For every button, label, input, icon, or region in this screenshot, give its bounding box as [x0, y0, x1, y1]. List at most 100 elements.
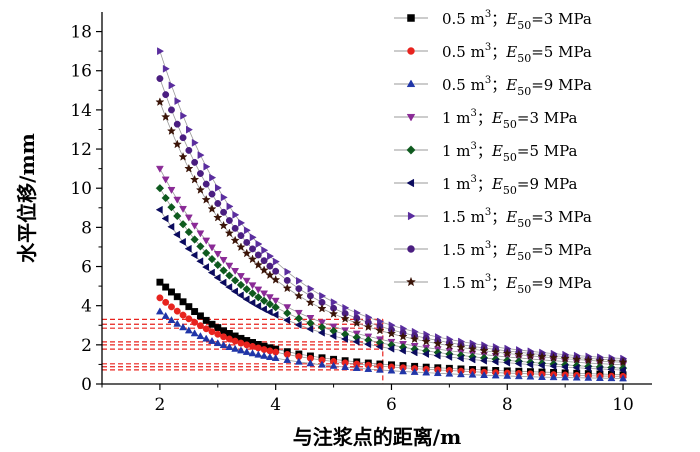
- data-point: [179, 134, 187, 142]
- data-point: [606, 356, 617, 366]
- data-point: [173, 211, 182, 221]
- data-point: [243, 226, 251, 235]
- legend-sep: ；: [491, 10, 506, 28]
- series-layer: [155, 47, 628, 382]
- data-point: [201, 194, 211, 204]
- data-point: [548, 352, 559, 362]
- data-point: [340, 335, 348, 343]
- data-point: [433, 351, 441, 360]
- legend-sub: 50: [517, 19, 531, 32]
- data-point: [318, 360, 326, 368]
- data-point: [259, 265, 269, 275]
- legend-marker: [406, 178, 415, 188]
- data-point: [179, 323, 188, 331]
- data-point: [445, 353, 453, 361]
- data-point: [161, 214, 169, 223]
- data-point: [329, 361, 338, 369]
- data-point: [294, 291, 304, 300]
- data-point: [196, 242, 205, 251]
- data-point: [231, 224, 239, 232]
- data-point: [173, 307, 181, 315]
- data-point: [387, 366, 396, 374]
- data-point: [178, 237, 186, 246]
- data-point: [445, 369, 454, 377]
- data-point: [618, 357, 628, 367]
- data-point: [538, 372, 546, 380]
- y-tick-label: 8: [81, 218, 92, 238]
- data-point: [595, 364, 603, 373]
- data-point: [375, 365, 384, 373]
- data-point: [213, 250, 222, 258]
- data-point: [254, 251, 262, 259]
- legend-val: =9 MPa: [531, 274, 592, 292]
- y-tick-label: 2: [81, 336, 92, 356]
- data-point: [433, 338, 443, 348]
- data-point: [155, 184, 165, 193]
- data-point: [249, 342, 256, 350]
- legend-marker: [405, 276, 417, 287]
- data-point: [607, 374, 616, 382]
- data-point: [219, 341, 228, 349]
- x-tick-label: 2: [154, 395, 165, 415]
- data-point: [243, 238, 251, 246]
- data-point: [231, 337, 239, 345]
- legend-sub: 50: [517, 52, 531, 65]
- data-point: [375, 342, 383, 351]
- data-point: [296, 276, 304, 285]
- data-point: [236, 242, 246, 252]
- data-point: [167, 315, 176, 323]
- data-point: [236, 346, 245, 354]
- data-point: [433, 369, 442, 377]
- data-point: [526, 372, 535, 380]
- legend-label: 0.5 m3；E50=9 MPa: [442, 75, 592, 98]
- data-point: [260, 257, 268, 265]
- data-point: [421, 336, 431, 346]
- data-point: [607, 365, 615, 374]
- data-point: [166, 126, 177, 135]
- data-point: [178, 220, 188, 229]
- data-point: [202, 334, 211, 342]
- legend-sub: 50: [517, 217, 531, 230]
- y-tick-label: 18: [70, 23, 92, 43]
- data-point: [242, 277, 251, 285]
- y-tick-label: 12: [70, 140, 92, 160]
- data-point: [230, 276, 240, 285]
- data-point: [186, 125, 194, 134]
- legend-e: E: [505, 76, 517, 94]
- legend-e: E: [491, 142, 503, 160]
- legend-sub: 50: [503, 118, 517, 131]
- data-point: [195, 185, 206, 194]
- data-point: [305, 297, 316, 307]
- data-point: [307, 284, 315, 293]
- y-tick-label: 14: [70, 101, 92, 121]
- data-point: [173, 196, 182, 204]
- data-point: [202, 180, 210, 188]
- data-point: [353, 308, 361, 317]
- data-point: [265, 270, 275, 280]
- data-point: [399, 367, 408, 375]
- data-point: [595, 373, 604, 381]
- legend-item: 1.5 m3；E50=3 MPa: [394, 207, 592, 230]
- data-point: [284, 267, 292, 276]
- data-point: [214, 183, 222, 192]
- data-point: [584, 364, 592, 373]
- data-point: [208, 336, 216, 344]
- data-point: [202, 325, 210, 333]
- data-point: [342, 303, 350, 312]
- data-point: [352, 318, 362, 328]
- data-point: [168, 81, 176, 90]
- legend-label: 1.5 m3；E50=5 MPa: [442, 240, 592, 263]
- data-point: [283, 304, 292, 312]
- data-point: [180, 111, 188, 120]
- legend-prefix: 0.5 m: [442, 76, 485, 94]
- series-2: [155, 307, 628, 382]
- data-point: [572, 373, 581, 381]
- data-point: [294, 357, 303, 365]
- data-point: [491, 347, 501, 357]
- data-point: [329, 332, 337, 340]
- data-point: [184, 214, 193, 222]
- data-point: [444, 340, 454, 350]
- data-point: [267, 252, 275, 261]
- data-point: [157, 47, 165, 56]
